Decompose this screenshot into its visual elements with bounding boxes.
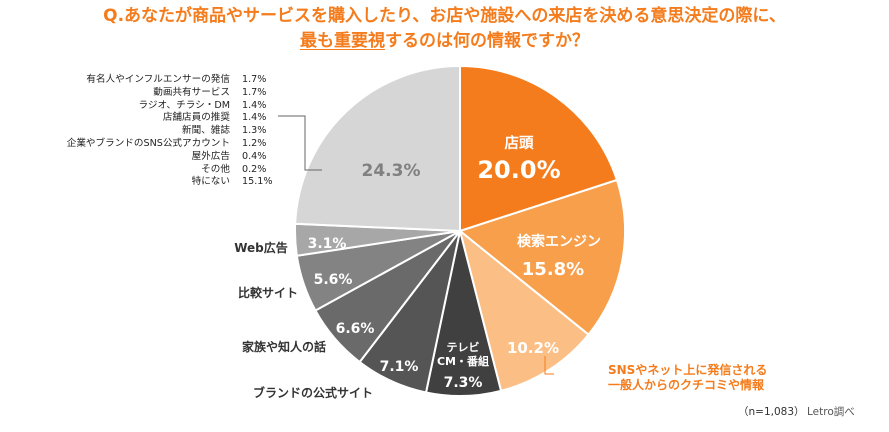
breakdown-label: 企業やブランドのSNS公式アカウント bbox=[66, 137, 230, 149]
pie-slices bbox=[294, 64, 626, 397]
slice-value-search: 15.8% bbox=[522, 259, 584, 280]
slice-value-others: 24.3% bbox=[362, 161, 421, 181]
breakdown-value: 0.2% bbox=[242, 163, 267, 175]
chart-title-line1: Q.あなたが商品やサービスを購入したり、お店や施設への来店を決める意思決定の際に… bbox=[103, 6, 786, 26]
outer-label-sns-1: SNSやネット上に発信される bbox=[608, 362, 767, 377]
breakdown-row: 新聞、雑誌 1.3% bbox=[0, 125, 292, 138]
title-rest: するのは何の情報ですか？ bbox=[385, 31, 589, 51]
slice-value-shop: 20.0% bbox=[477, 156, 560, 184]
breakdown-row: 企業やブランドのSNS公式アカウント 1.2% bbox=[0, 138, 292, 151]
chart-title-line2: 最も重要視するのは何の情報ですか？ bbox=[0, 29, 889, 53]
outer-label-brand: ブランドの公式サイト bbox=[253, 385, 373, 400]
slice-value-web: 3.1% bbox=[308, 236, 347, 252]
outer-label-web: Web広告 bbox=[234, 240, 288, 255]
breakdown-label: ラジオ、チラシ・DM bbox=[138, 99, 230, 111]
breakdown-label: 動画共有サービス bbox=[153, 86, 230, 98]
outer-label-sns-2: 一般人からのクチコミや情報 bbox=[608, 377, 765, 392]
breakdown-label: 屋外広告 bbox=[191, 150, 230, 162]
breakdown-label: その他 bbox=[201, 163, 230, 175]
outer-label-family: 家族や知人の話 bbox=[242, 339, 326, 354]
breakdown-value: 1.7% bbox=[242, 86, 267, 98]
breakdown-label: 店舗店員の推奨 bbox=[162, 112, 230, 124]
slice-label-tv-2: CM・番組 bbox=[437, 354, 489, 368]
outer-label-compare: 比較サイト bbox=[238, 285, 298, 300]
slice-label-search: 検索エンジン bbox=[517, 233, 601, 250]
breakdown-value: 0.4% bbox=[242, 150, 267, 162]
slice-value-compare: 5.6% bbox=[314, 272, 353, 288]
source-note: Letro調べ bbox=[807, 406, 855, 418]
pie-slice-0 bbox=[459, 64, 619, 233]
breakdown-value: 1.7% bbox=[242, 74, 267, 85]
slice-value-sns: 10.2% bbox=[507, 339, 559, 357]
slice-value-tv: 7.3% bbox=[444, 375, 483, 391]
breakdown-label: 新聞、雑誌 bbox=[182, 125, 230, 137]
pie-slice-2 bbox=[458, 228, 590, 393]
slice-label-tv-1: テレビ bbox=[447, 340, 480, 354]
sample-size: （n=1,083） bbox=[738, 406, 805, 418]
slice-value-brand: 7.1% bbox=[380, 359, 419, 375]
slice-value-family: 6.6% bbox=[336, 321, 375, 337]
breakdown-value: 1.4% bbox=[242, 99, 267, 111]
breakdown-label: 有名人やインフルエンサーの発信 bbox=[86, 74, 230, 85]
breakdown-row: 店舗店員の推奨 1.4% bbox=[0, 112, 292, 125]
breakdown-value: 1.2% bbox=[242, 137, 267, 149]
breakdown-row: 特にない 15.1% bbox=[0, 176, 292, 189]
breakdown-value: 15.1% bbox=[242, 176, 273, 188]
breakdown-row: 動画共有サービス 1.7% bbox=[0, 87, 292, 100]
breakdown-value: 1.3% bbox=[242, 125, 267, 137]
slice-label-shop: 店頭 bbox=[505, 134, 534, 152]
pie-slice-1 bbox=[457, 178, 626, 336]
breakdown-label: 特にない bbox=[191, 176, 230, 188]
leader-line-sns bbox=[544, 356, 554, 375]
title-emphasis: 最も重要視 bbox=[300, 31, 385, 51]
others-breakdown-list: 有名人やインフルエンサーの発信 1.7% 動画共有サービス 1.7% ラジオ、チラシ・D… bbox=[0, 74, 292, 189]
breakdown-row: ラジオ、チラシ・DM 1.4% bbox=[0, 100, 292, 113]
pie-slice-8 bbox=[294, 64, 461, 233]
breakdown-row: その他 0.2% bbox=[0, 164, 292, 177]
leader-line-others bbox=[278, 115, 322, 171]
breakdown-row: 有名人やインフルエンサーの発信 1.7% bbox=[0, 74, 292, 87]
breakdown-value: 1.4% bbox=[242, 112, 267, 124]
breakdown-row: 屋外広告 0.4% bbox=[0, 151, 292, 164]
